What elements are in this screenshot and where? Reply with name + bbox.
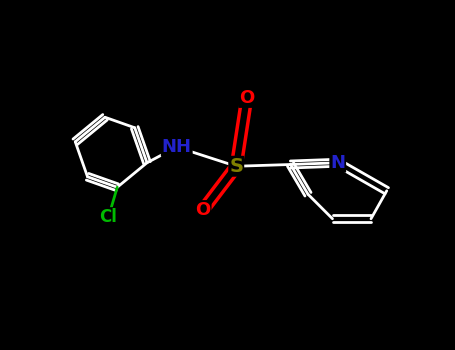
Text: O: O xyxy=(239,89,254,107)
Text: Cl: Cl xyxy=(100,208,117,226)
Text: O: O xyxy=(195,201,211,219)
Text: S: S xyxy=(229,157,243,176)
Text: N: N xyxy=(330,154,345,172)
Text: NH: NH xyxy=(162,138,192,156)
